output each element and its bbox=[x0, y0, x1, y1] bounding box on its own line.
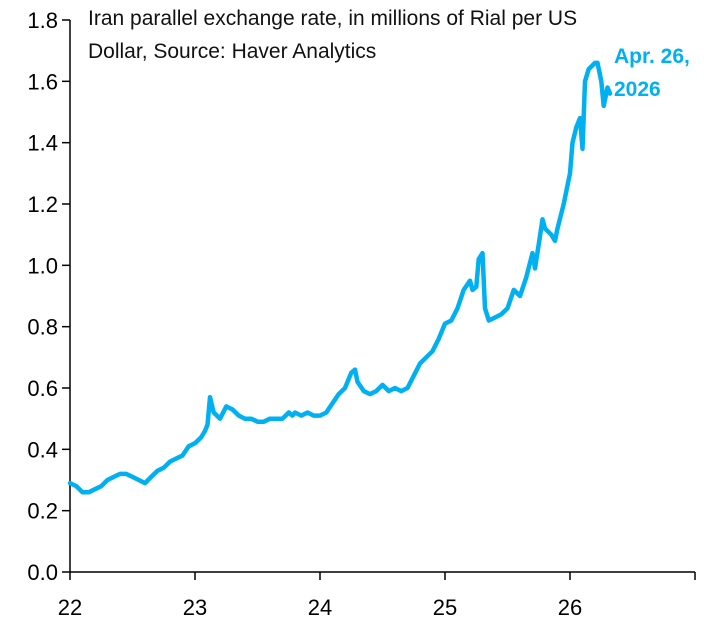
y-tick-label: 0.2 bbox=[27, 499, 58, 524]
y-tick-label: 1.6 bbox=[27, 69, 58, 94]
annotation-line-2: 2026 bbox=[614, 78, 661, 101]
x-tick-label: 22 bbox=[58, 595, 82, 620]
y-axis-ticks: 0.0 0.2 0.4 0.6 0.8 1.0 1.2 1.4 1.6 1.8 bbox=[27, 8, 70, 585]
y-tick-label: 1.0 bbox=[27, 253, 58, 278]
y-tick-label: 1.4 bbox=[27, 131, 58, 156]
chart-title-line-2: Dollar, Source: Haver Analytics bbox=[88, 40, 376, 63]
y-tick-label: 1.2 bbox=[27, 192, 58, 217]
exchange-rate-line bbox=[67, 60, 613, 495]
y-tick-label: 1.8 bbox=[27, 8, 58, 33]
chart-title-line-1: Iran parallel exchange rate, in millions… bbox=[88, 7, 577, 30]
annotation-line-1: Apr. 26, bbox=[614, 45, 690, 68]
x-axis-ticks: 22 23 24 25 26 bbox=[58, 572, 696, 620]
y-tick-label: 0.6 bbox=[27, 376, 58, 401]
chart-title: Iran parallel exchange rate, in millions… bbox=[88, 7, 577, 63]
y-tick-label: 0.4 bbox=[27, 437, 58, 462]
x-tick-label: 23 bbox=[183, 595, 207, 620]
x-tick-label: 24 bbox=[308, 595, 332, 620]
y-tick-label: 0.0 bbox=[27, 560, 58, 585]
end-annotation: Apr. 26, 2026 bbox=[614, 45, 690, 101]
y-tick-label: 0.8 bbox=[27, 315, 58, 340]
x-tick-label: 26 bbox=[558, 595, 582, 620]
x-tick-label: 25 bbox=[433, 595, 457, 620]
